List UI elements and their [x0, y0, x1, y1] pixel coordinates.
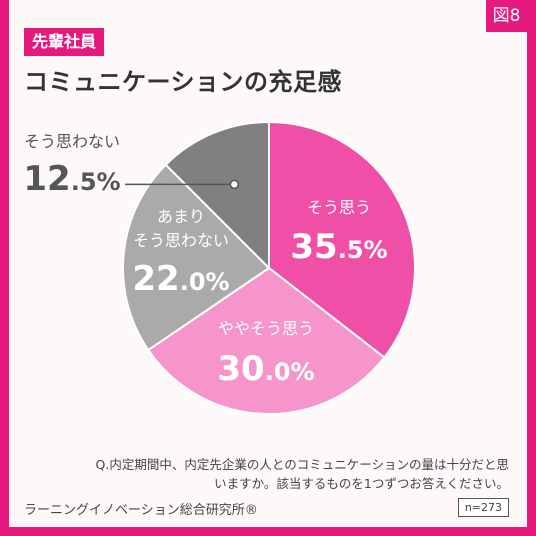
slice-value: 12.5% [23, 159, 120, 199]
sample-size-badge: n=273 [457, 498, 509, 517]
leader-dot [229, 179, 240, 190]
slice-value: 22.0% [132, 259, 229, 299]
survey-question: Q.内定期間中、内定先企業の人とのコミュニケーションの量は十分だと思いますか。該… [95, 457, 509, 491]
source-credit: ラーニングイノベーション総合研究所® [24, 503, 258, 518]
slice-label: そう思う [307, 198, 371, 217]
pie-slice [268, 120, 416, 359]
slice-label: そう思わない [133, 231, 229, 250]
chart-title: コミュニケーションの充足感 [24, 68, 343, 96]
slice-value: 30.0% [217, 349, 314, 389]
slice-label: そう思わない [24, 132, 120, 151]
pie-slice [164, 120, 270, 271]
category-tag: 先輩社員 [24, 28, 105, 56]
pie-slice [122, 163, 271, 352]
slice-label: あまり [157, 207, 205, 226]
slice-label: ややそう思う [218, 319, 314, 338]
pie-slice [146, 266, 386, 415]
figure-number: 図8 [486, 0, 527, 32]
slice-value: 35.5% [290, 227, 387, 267]
